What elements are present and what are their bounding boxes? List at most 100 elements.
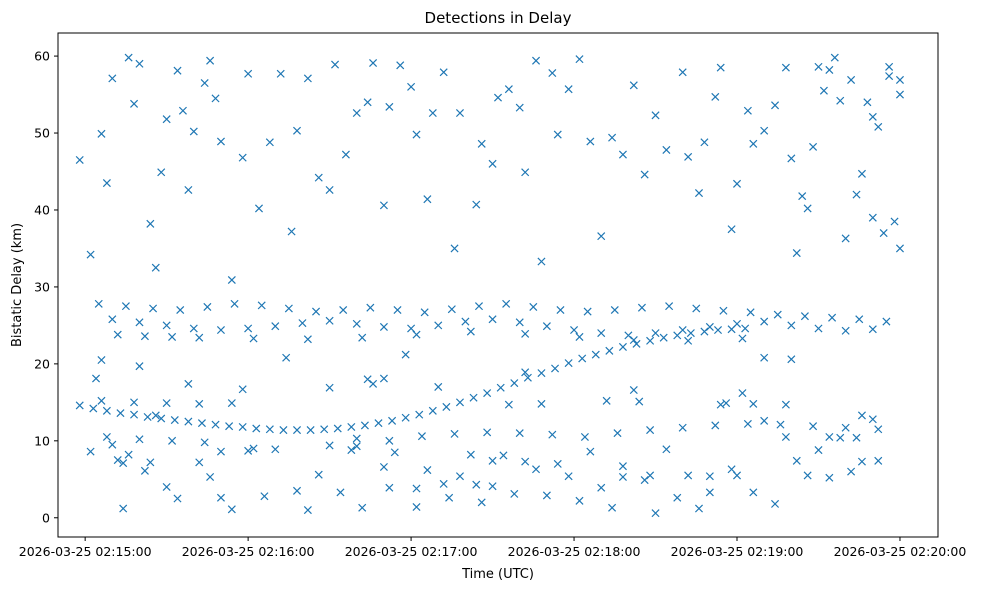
- data-point: [613, 429, 622, 438]
- data-point: [809, 142, 818, 151]
- data-point: [216, 447, 225, 456]
- data-point: [415, 410, 424, 419]
- data-point: [434, 382, 443, 391]
- data-point: [868, 325, 877, 334]
- data-point: [483, 389, 492, 398]
- x-axis: 2026-03-25 02:15:00 2026-03-25 02:16:00 20…: [19, 537, 967, 559]
- data-point: [749, 488, 758, 497]
- data-point: [417, 432, 426, 441]
- data-points: [75, 53, 904, 518]
- data-point: [108, 74, 117, 83]
- data-point: [749, 139, 758, 148]
- data-point: [819, 86, 828, 95]
- data-point: [333, 424, 342, 433]
- data-point: [461, 317, 470, 326]
- data-point: [868, 415, 877, 424]
- data-point: [711, 421, 720, 430]
- data-point: [798, 192, 807, 201]
- data-point: [385, 483, 394, 492]
- data-point: [379, 374, 388, 383]
- data-point: [575, 332, 584, 341]
- data-point: [521, 368, 530, 377]
- data-point: [423, 195, 432, 204]
- data-point: [113, 456, 122, 465]
- data-point: [477, 139, 486, 148]
- data-point: [211, 420, 220, 429]
- data-point: [483, 428, 492, 437]
- x-axis-label: Time (UTC): [461, 567, 534, 582]
- data-point: [206, 472, 215, 482]
- data-point: [75, 401, 84, 410]
- data-point: [705, 322, 714, 331]
- data-point: [608, 133, 617, 142]
- data-point: [868, 213, 877, 222]
- data-point: [529, 302, 538, 311]
- data-point: [787, 321, 796, 330]
- data-point: [102, 432, 111, 441]
- data-point: [412, 330, 421, 339]
- data-point: [814, 446, 823, 455]
- data-point: [836, 433, 845, 442]
- data-point: [792, 456, 801, 465]
- data-point: [542, 322, 551, 331]
- data-point: [450, 244, 459, 253]
- data-point: [602, 396, 611, 405]
- data-point: [719, 306, 728, 315]
- data-point: [238, 153, 247, 162]
- data-point: [216, 325, 225, 335]
- data-point: [855, 315, 864, 324]
- x-tick-label: 2026-03-25 02:15:00: [19, 544, 152, 559]
- data-point: [336, 488, 345, 497]
- data-point: [116, 409, 125, 418]
- data-point: [369, 379, 378, 388]
- data-point: [537, 257, 546, 266]
- data-point: [523, 373, 532, 382]
- data-point: [521, 329, 530, 338]
- data-point: [781, 400, 790, 409]
- data-point: [874, 456, 883, 465]
- data-point: [162, 321, 171, 330]
- data-point: [227, 505, 236, 514]
- data-point: [287, 227, 296, 236]
- data-point: [249, 334, 258, 343]
- y-tick-label: 30: [34, 279, 50, 294]
- data-point: [149, 304, 158, 313]
- data-point: [651, 509, 660, 518]
- data-point: [151, 263, 160, 272]
- data-point: [629, 81, 638, 90]
- data-point: [651, 329, 660, 338]
- data-point: [314, 173, 323, 182]
- data-point: [401, 350, 410, 359]
- data-point: [792, 249, 801, 258]
- data-point: [743, 106, 752, 115]
- data-point: [260, 492, 269, 501]
- data-point: [314, 470, 323, 479]
- plot-frame: [57, 32, 939, 538]
- data-point: [284, 304, 293, 313]
- data-point: [548, 68, 557, 78]
- data-point: [841, 234, 850, 243]
- x-tick-label: 2026-03-25 02:20:00: [834, 544, 967, 559]
- data-point: [254, 204, 264, 213]
- data-point: [570, 325, 579, 335]
- data-point: [86, 447, 95, 456]
- data-point: [629, 386, 638, 395]
- data-point: [292, 486, 302, 495]
- data-point: [515, 318, 524, 327]
- data-point: [673, 493, 682, 502]
- data-point: [249, 444, 258, 453]
- data-point: [320, 425, 329, 434]
- data-point: [176, 305, 185, 315]
- data-point: [564, 359, 573, 368]
- data-point: [162, 399, 171, 408]
- data-point: [325, 185, 334, 194]
- data-point: [472, 200, 481, 209]
- data-point: [874, 425, 883, 434]
- data-point: [678, 68, 687, 77]
- data-point: [857, 411, 866, 420]
- data-point: [347, 422, 356, 431]
- data-point: [504, 400, 513, 409]
- data-point: [814, 62, 823, 71]
- data-point: [466, 327, 475, 336]
